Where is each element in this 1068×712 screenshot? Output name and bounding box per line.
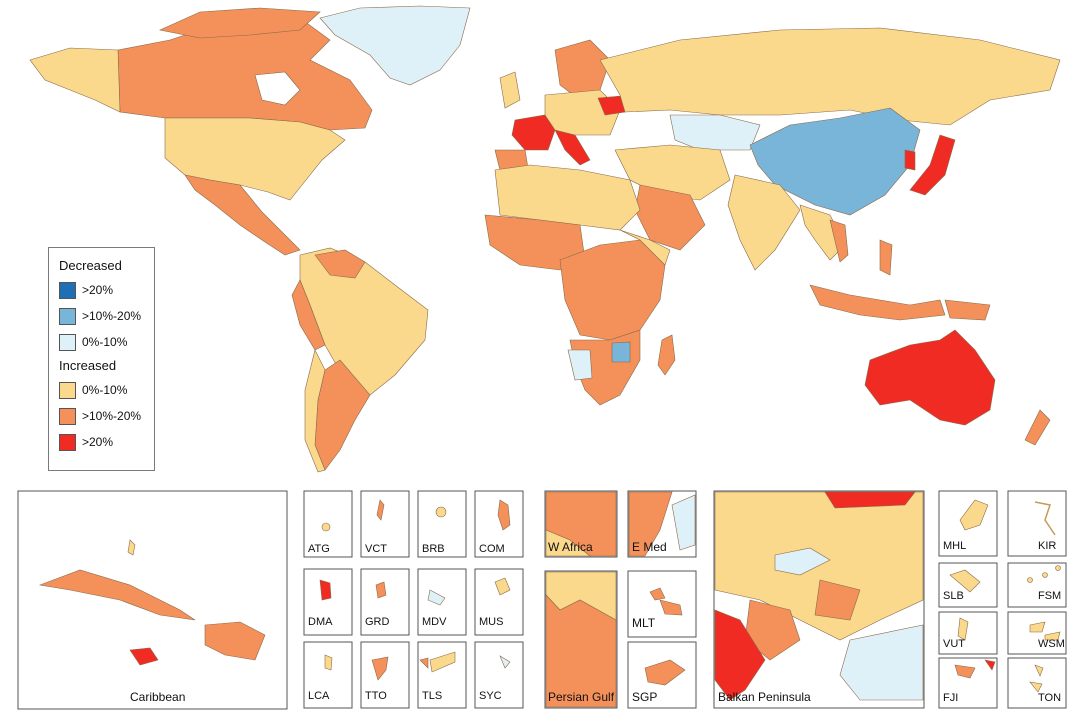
region-japan: [909, 134, 956, 196]
inset-label-slb: SLB: [943, 590, 964, 602]
legend-swatch: [59, 407, 76, 425]
region-indonesia: [809, 284, 946, 321]
region-korea: [904, 149, 916, 171]
inset-label-tls: TLS: [422, 690, 443, 702]
region-north-africa: [494, 164, 641, 231]
legend-item: >10%-20%: [59, 306, 154, 326]
inset-label-atg: ATG: [308, 543, 330, 555]
inset-label-mdv: MDV: [422, 616, 447, 628]
inset-label-fsm: FSM: [1038, 590, 1062, 602]
legend-label: >20%: [82, 283, 114, 297]
inset-label-mlt: MLT: [632, 616, 656, 630]
inset-label-mhl: MHL: [943, 540, 967, 552]
inset-label-vut: VUT: [943, 638, 965, 650]
region-southeast-asia: [799, 204, 846, 261]
region-philippines: [879, 239, 893, 276]
region-russia: [599, 27, 1061, 126]
legend-item: >20%: [59, 280, 154, 300]
inset-label-mus: MUS: [479, 616, 504, 628]
inset-label-caribbean: Caribbean: [130, 690, 186, 704]
region-usa: [164, 117, 346, 201]
region-central-africa: [559, 239, 666, 341]
inset-label-ton: TON: [1038, 692, 1062, 704]
legend-swatch: [59, 307, 76, 325]
legend-swatch: [59, 333, 76, 351]
region-jamaica: [129, 647, 159, 666]
legend-swatch: [59, 433, 76, 451]
legend-item: 0%-10%: [59, 380, 154, 400]
legend-label: 0%-10%: [82, 335, 128, 349]
region-new-zealand: [1024, 409, 1051, 446]
region-australia: [864, 329, 996, 426]
map-legend: Decreased >20% >10%-20% 0%-10% Increased…: [48, 247, 155, 471]
inset-label-brb: BRB: [422, 543, 445, 555]
region-kazakhstan: [669, 114, 761, 151]
region-namibia: [567, 349, 593, 381]
inset-label-dma: DMA: [308, 616, 333, 628]
region-india: [727, 174, 801, 271]
region-alaska: [29, 47, 121, 113]
legend-label: 0%-10%: [82, 383, 128, 397]
legend-label: >20%: [82, 435, 114, 449]
region-vietnam: [829, 219, 849, 263]
inset-label-vct: VCT: [365, 543, 387, 555]
region-greenland: [319, 5, 471, 86]
inset-label-sgp: SGP: [632, 690, 658, 704]
legend-swatch: [59, 381, 76, 399]
region-chile: [304, 349, 326, 473]
inset-label-persian-gulf: Persian Gulf: [548, 690, 615, 704]
region-cuba: [38, 569, 196, 621]
region-papua: [944, 299, 991, 321]
region-east-africa: [619, 229, 671, 266]
inset-label-grd: GRD: [365, 616, 390, 628]
inset-caribbean-box: [17, 490, 288, 710]
region-venezuela: [314, 249, 366, 279]
legend-label: >10%-20%: [82, 309, 142, 323]
inset-label-balkan: Balkan Peninsula: [718, 690, 811, 704]
region-hispaniola: [204, 621, 266, 661]
legend-label: >10%-20%: [82, 409, 142, 423]
legend-item: 0%-10%: [59, 332, 154, 352]
region-uk: [499, 71, 521, 109]
inset-label-tto: TTO: [365, 690, 387, 702]
region-scandinavia: [554, 39, 611, 101]
legend-decreased-title: Decreased: [59, 258, 122, 273]
region-arctic-islands: [159, 7, 321, 39]
inset-label-syc: SYC: [479, 690, 502, 702]
region-madagascar: [657, 334, 676, 376]
legend-item: >20%: [59, 432, 154, 452]
inset-label-com: COM: [479, 543, 505, 555]
legend-increased-title: Increased: [59, 358, 117, 373]
region-china: [749, 107, 921, 216]
inset-label-w-africa: W Africa: [548, 540, 593, 554]
inset-label-lca: LCA: [308, 690, 330, 702]
legend-swatch: [59, 281, 76, 299]
inset-label-fji: FJI: [943, 692, 959, 704]
inset-label-wsm: WSM: [1038, 638, 1065, 650]
region-mexico: [184, 174, 301, 256]
region-bahamas: [127, 539, 136, 556]
region-zimbabwe: [611, 341, 631, 363]
region-hudson-bay: [254, 71, 301, 106]
inset-label-e-med: E Med: [632, 540, 667, 554]
legend-item: >10%-20%: [59, 406, 154, 426]
inset-label-kir: KIR: [1038, 540, 1057, 552]
